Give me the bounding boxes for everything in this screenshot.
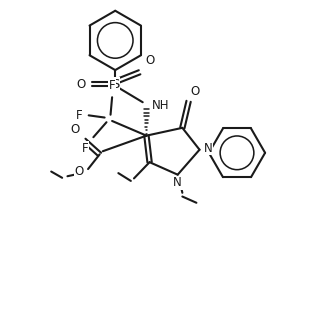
Text: S: S xyxy=(111,77,119,91)
Text: O: O xyxy=(76,77,86,91)
Text: O: O xyxy=(70,123,79,136)
Text: F: F xyxy=(109,79,116,92)
Text: F: F xyxy=(76,109,82,122)
Text: F: F xyxy=(82,142,89,155)
Text: O: O xyxy=(75,165,84,178)
Text: N: N xyxy=(204,142,213,155)
Text: NH: NH xyxy=(152,100,169,112)
Text: N: N xyxy=(173,176,182,189)
Text: O: O xyxy=(145,54,154,67)
Text: O: O xyxy=(190,85,199,98)
